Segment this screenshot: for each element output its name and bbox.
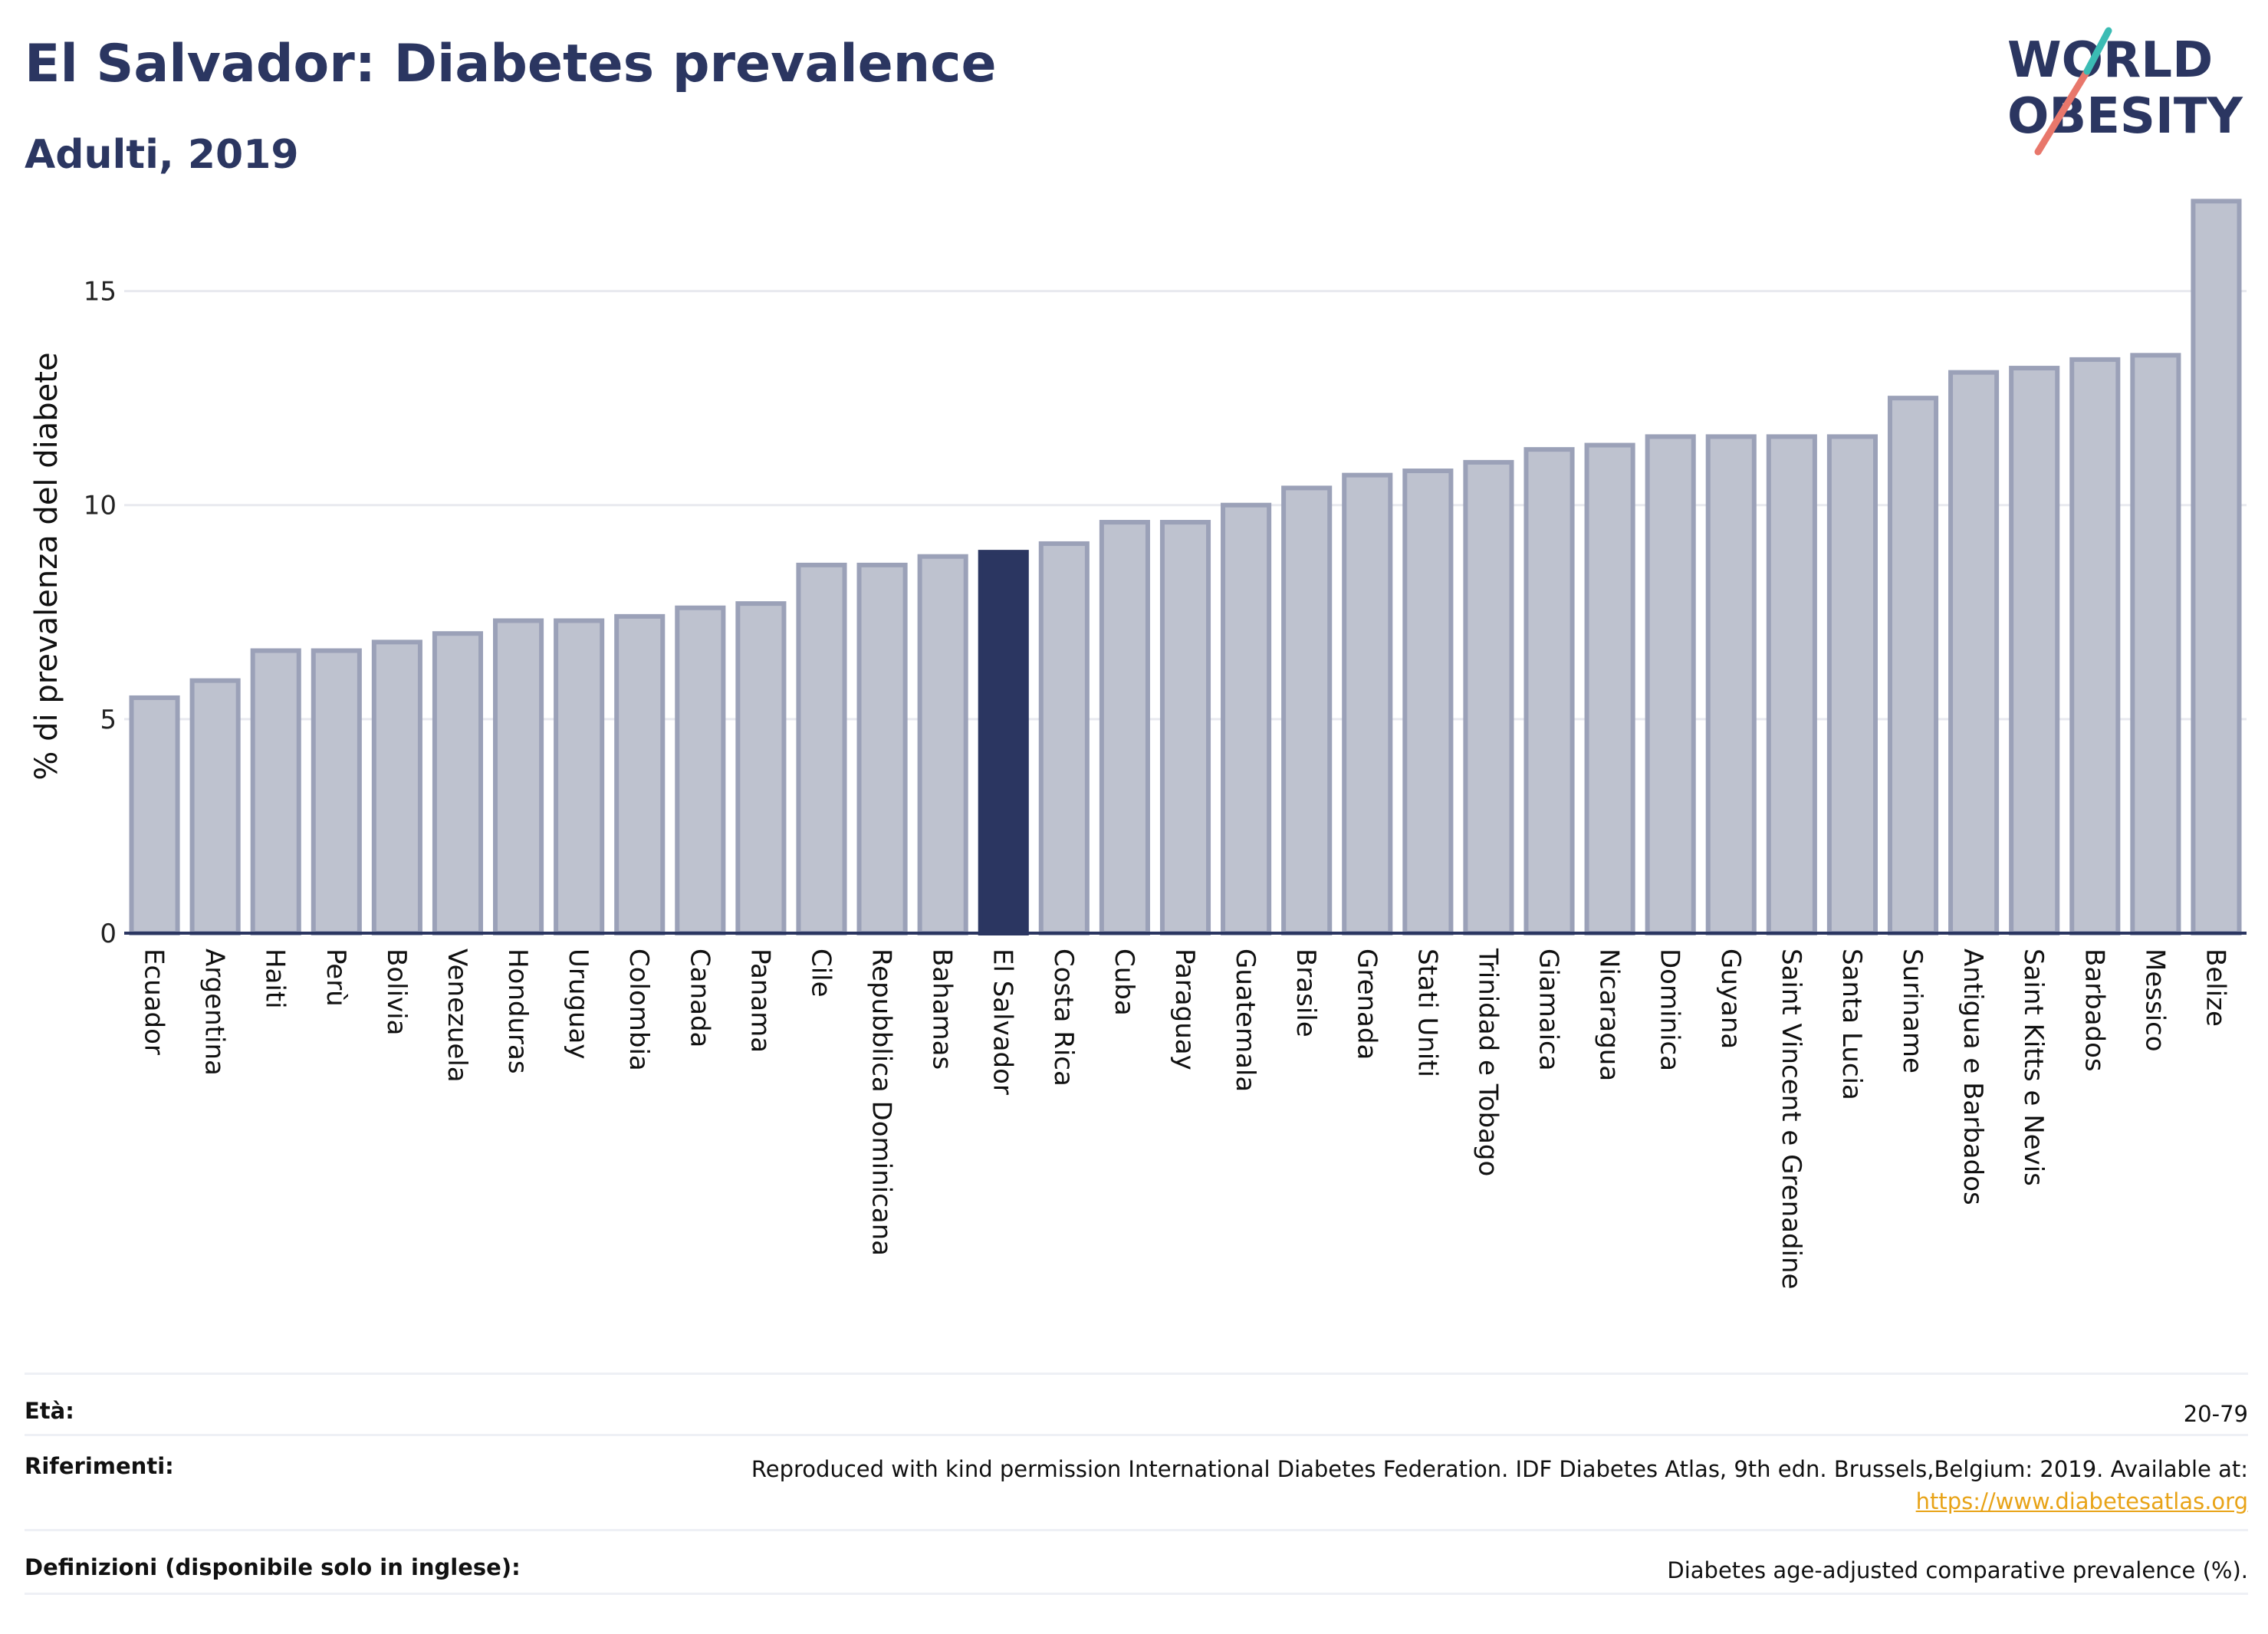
category-label: Colombia: [623, 949, 654, 1071]
y-tick-label: 10: [84, 491, 117, 521]
category-label: Stati Uniti: [1412, 949, 1442, 1077]
category-label: Costa Rica: [1048, 949, 1079, 1087]
category-label: Saint Vincent e Grenadine: [1776, 949, 1806, 1289]
logo-line1: WORLD: [2007, 32, 2213, 89]
bar[interactable]: [1584, 442, 1635, 935]
footer-value-age: 20-79: [2183, 1401, 2248, 1427]
category-label: Giamaica: [1533, 949, 1564, 1071]
category-label: Uruguay: [563, 949, 593, 1060]
footer-row-age: Età: 20-79: [25, 1373, 2248, 1434]
page-title: El Salvador: Diabetes prevalence: [25, 34, 997, 94]
bar[interactable]: [1281, 485, 1333, 935]
bar[interactable]: [2009, 366, 2060, 935]
bars: [129, 199, 2242, 936]
category-label: Barbados: [2079, 949, 2109, 1072]
footer-value-references: Reproduced with kind permission Internat…: [751, 1453, 2248, 1517]
bar-highlighted[interactable]: [978, 550, 1029, 936]
bar-chart: 0 5 10 15 Ecuador Argentina Haiti Perù Bolivia V…: [29, 199, 2247, 1289]
category-label: El Salvador: [988, 949, 1018, 1095]
category-label: Saint Kitts e Nevis: [2018, 949, 2049, 1186]
bar[interactable]: [1038, 541, 1090, 936]
bar[interactable]: [735, 601, 787, 935]
bar[interactable]: [432, 631, 484, 935]
bar[interactable]: [1402, 469, 1454, 935]
bar[interactable]: [493, 618, 544, 935]
bar[interactable]: [675, 605, 726, 936]
bar[interactable]: [129, 695, 180, 935]
category-label: Perù: [320, 949, 351, 1007]
bar[interactable]: [2191, 199, 2242, 935]
category-label: Nicaragua: [1594, 949, 1625, 1081]
footer-value-definitions: Diabetes age-adjusted comparative preval…: [1667, 1557, 2248, 1583]
category-label: Grenada: [1351, 949, 1382, 1060]
y-tick-label: 15: [84, 277, 117, 307]
category-label: Panama: [744, 949, 775, 1053]
bar[interactable]: [856, 562, 908, 935]
category-label: Messico: [2139, 949, 2170, 1052]
page-subtitle: Adulti, 2019: [25, 132, 299, 178]
footer-row-references: Riferimenti: Reproduced with kind permis…: [25, 1434, 2248, 1529]
references-link[interactable]: https://www.diabetesatlas.org: [1915, 1488, 2248, 1515]
bar[interactable]: [1826, 434, 1878, 935]
category-label: Guatemala: [1230, 949, 1261, 1092]
bar[interactable]: [1766, 434, 1817, 935]
bar[interactable]: [1463, 459, 1514, 935]
category-label: Repubblica Dominicana: [866, 949, 897, 1256]
category-label: Haiti: [260, 949, 291, 1009]
bar[interactable]: [311, 648, 362, 935]
bar[interactable]: [1099, 520, 1150, 935]
logo-slash-teal: [2083, 27, 2112, 75]
category-label: Venezuela: [442, 949, 472, 1083]
footer-table: Età: 20-79 Riferimenti: Reproduced with …: [25, 1373, 2248, 1595]
category-label: Cile: [805, 949, 836, 998]
category-label: Canada: [684, 949, 715, 1047]
category-label: Santa Lucia: [1836, 949, 1867, 1100]
category-label: Ecuador: [139, 949, 169, 1055]
bar[interactable]: [1948, 370, 2000, 936]
category-label: Bolivia: [381, 949, 412, 1035]
y-tick-label: 0: [100, 919, 117, 949]
bar[interactable]: [796, 562, 847, 935]
category-label: Suriname: [1897, 949, 1928, 1073]
bar[interactable]: [189, 678, 241, 936]
references-text: Reproduced with kind permission Internat…: [751, 1456, 2248, 1482]
world-obesity-logo: WORLD OBESITY: [2007, 27, 2243, 156]
bar[interactable]: [1887, 396, 1939, 935]
bar[interactable]: [250, 648, 301, 935]
category-label: Belize: [2200, 949, 2230, 1027]
bar[interactable]: [2130, 353, 2181, 936]
category-label: Bahamas: [927, 949, 958, 1070]
footer-row-definitions: Definizioni (disponibile solo in inglese…: [25, 1529, 2248, 1595]
category-label: Honduras: [502, 949, 533, 1074]
category-label: Paraguay: [1169, 949, 1200, 1070]
bar[interactable]: [1705, 434, 1757, 935]
bar[interactable]: [1159, 520, 1211, 935]
bar[interactable]: [1645, 434, 1696, 935]
logo-slash-red: [2034, 67, 2091, 156]
bar[interactable]: [614, 613, 666, 936]
bar[interactable]: [1524, 447, 1575, 935]
bar[interactable]: [1342, 472, 1393, 935]
bar[interactable]: [917, 554, 968, 935]
footer-key-references: Riferimenti:: [25, 1453, 174, 1479]
category-label: Dominica: [1655, 949, 1685, 1071]
bar[interactable]: [554, 618, 605, 935]
bar[interactable]: [1221, 502, 1272, 935]
footer-key-definitions: Definizioni (disponibile solo in inglese…: [25, 1554, 521, 1580]
y-axis-label: % di prevalenza del diabete: [29, 352, 64, 780]
category-label: Cuba: [1109, 949, 1139, 1016]
bar[interactable]: [371, 639, 422, 935]
category-label: Trinidad e Tobago: [1472, 948, 1503, 1176]
category-labels: Ecuador Argentina Haiti Perù Bolivia Venezuel…: [139, 948, 2231, 1289]
y-tick-labels: 0 5 10 15: [84, 277, 117, 949]
bar[interactable]: [2069, 357, 2121, 935]
category-label: Argentina: [199, 949, 230, 1076]
category-label: Guyana: [1715, 949, 1746, 1049]
footer-key-age: Età:: [25, 1398, 74, 1424]
category-label: Brasile: [1290, 949, 1321, 1037]
y-tick-label: 5: [100, 705, 117, 735]
category-label: Antigua e Barbados: [1957, 949, 1988, 1205]
